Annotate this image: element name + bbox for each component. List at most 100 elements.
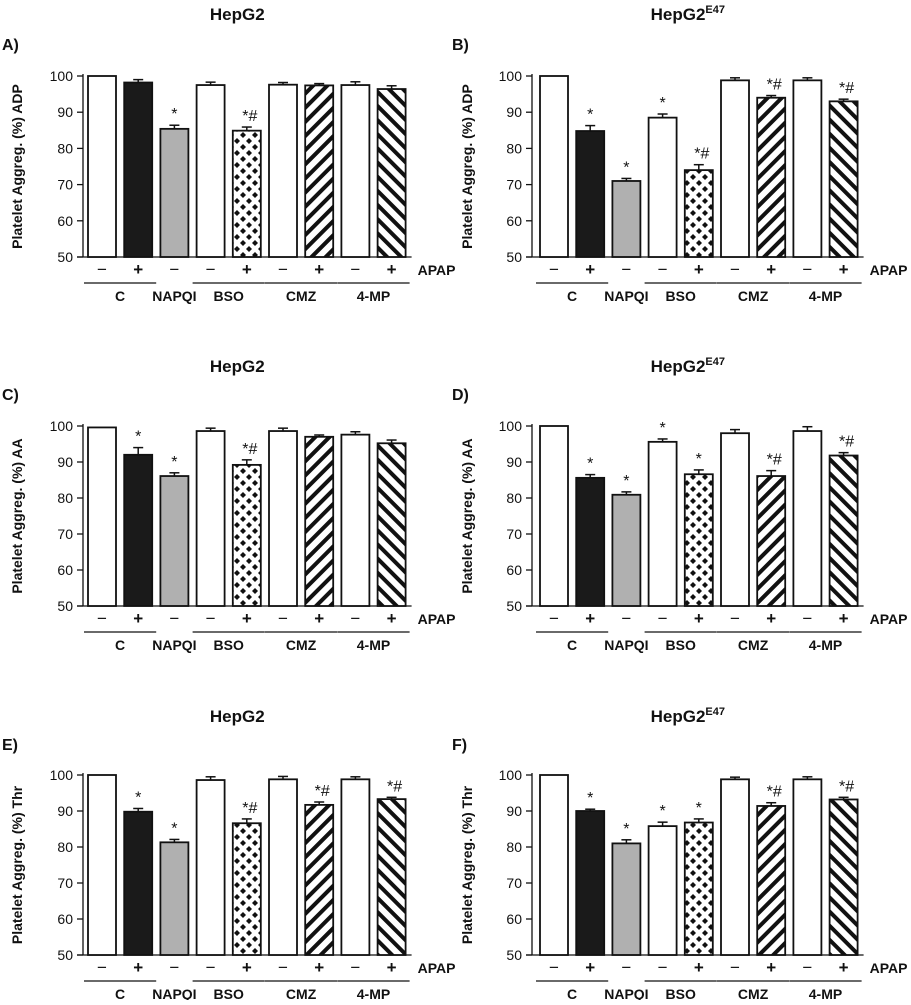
panel-label: F) (452, 737, 467, 754)
y-tick-label: 50 (506, 598, 522, 614)
y-tick-label: 90 (506, 454, 522, 470)
significance-label: *# (242, 108, 257, 125)
significance-label: *# (694, 146, 709, 163)
group-label: CMZ (286, 637, 317, 653)
treatment-sign: − (169, 958, 179, 977)
bar (828, 798, 859, 956)
bar (376, 798, 407, 956)
bar (720, 778, 750, 956)
bar (340, 433, 371, 607)
treatment-sign: − (350, 609, 360, 628)
chart-title: HepG2 (210, 5, 265, 24)
y-tick-label: 100 (50, 418, 74, 434)
bar (575, 810, 606, 956)
treatment-sign: − (278, 609, 288, 628)
y-tick-label: 80 (506, 490, 522, 506)
chart-panel-d: HepG2E47 D) Platelet Aggreg. (%) AA 50 60 70 8… (452, 356, 907, 653)
bar (195, 84, 226, 258)
treatment-sign: + (766, 260, 776, 279)
bar (792, 778, 823, 956)
y-tick-label: 80 (506, 140, 522, 156)
significance-label: * (135, 789, 141, 806)
bar (123, 810, 154, 956)
bar (340, 84, 371, 258)
treatment-sign: − (549, 609, 559, 628)
bar (231, 463, 262, 607)
treatment-sign: + (694, 609, 704, 628)
significance-label: *# (767, 77, 782, 94)
group-label: BSO (666, 288, 696, 304)
bar (647, 825, 678, 956)
chart-title: HepG2E47 (651, 4, 725, 24)
treatment-label: APAP (418, 262, 456, 278)
group-label: C (567, 637, 577, 653)
treatment-sign: − (802, 609, 812, 628)
panel-label: A) (2, 37, 19, 54)
panel-label: D) (452, 387, 469, 404)
group-label: BSO (214, 986, 244, 1000)
group-label: CMZ (286, 986, 317, 1000)
treatment-sign: + (133, 260, 143, 279)
treatment-sign: + (839, 260, 849, 279)
bar (268, 778, 298, 956)
bar (575, 130, 606, 258)
significance-label: *# (242, 800, 257, 817)
significance-label: * (659, 420, 665, 437)
significance-label: * (171, 454, 177, 471)
group-label: 4-MP (357, 637, 390, 653)
y-tick-label: 70 (506, 526, 522, 542)
significance-label: *# (387, 778, 402, 795)
bar (159, 841, 190, 956)
bar (231, 129, 262, 258)
treatment-sign: − (350, 260, 360, 279)
treatment-sign: − (730, 609, 740, 628)
bar (792, 79, 823, 258)
treatment-label: APAP (870, 611, 908, 627)
treatment-sign: − (169, 260, 179, 279)
treatment-sign: + (839, 958, 849, 977)
bar (828, 100, 859, 258)
bar (647, 440, 678, 607)
bar (720, 79, 750, 258)
significance-label: * (659, 803, 665, 820)
group-label: NAPQI (152, 637, 196, 653)
treatment-sign: − (730, 260, 740, 279)
y-axis-label: Platelet Aggreg. (%) ADP (9, 84, 25, 249)
chart-panel-a: HepG2 A) Platelet Aggreg. (%) ADP 50 60 70 80 9… (2, 5, 455, 304)
bar (123, 453, 154, 607)
group-label: CMZ (738, 637, 769, 653)
treatment-sign: + (133, 609, 143, 628)
chart-panel-f: HepG2E47 F) Platelet Aggreg. (%) Thr 50 60 70… (452, 706, 907, 1002)
bar (87, 774, 117, 956)
bar (304, 803, 335, 956)
treatment-sign: + (839, 609, 849, 628)
treatment-sign: + (766, 609, 776, 628)
significance-label: * (587, 456, 593, 473)
significance-label: * (623, 159, 629, 176)
bar (304, 84, 335, 258)
y-tick-label: 70 (506, 177, 522, 193)
bar (828, 454, 859, 607)
y-tick-label: 50 (506, 947, 522, 963)
significance-label: *# (242, 441, 257, 458)
treatment-sign: + (314, 609, 324, 628)
treatment-sign: − (549, 260, 559, 279)
treatment-sign: + (585, 609, 595, 628)
treatment-sign: − (278, 958, 288, 977)
treatment-sign: − (802, 260, 812, 279)
y-axis-label: Platelet Aggreg. (%) ADP (459, 84, 475, 249)
bar (376, 442, 407, 607)
treatment-sign: − (802, 958, 812, 977)
significance-label: * (135, 429, 141, 446)
treatment-label: APAP (870, 262, 908, 278)
chart-title-sup: E47 (705, 356, 725, 368)
chart-title: HepG2E47 (651, 356, 725, 376)
y-axis-label: Platelet Aggreg. (%) Thr (459, 785, 475, 944)
y-tick-label: 80 (57, 490, 73, 506)
bar (611, 842, 642, 956)
y-tick-label: 80 (57, 140, 73, 156)
significance-label: *# (767, 452, 782, 469)
chart-title: HepG2 (210, 707, 265, 726)
bar (683, 169, 714, 258)
y-axis-label: Platelet Aggreg. (%) AA (9, 438, 25, 593)
